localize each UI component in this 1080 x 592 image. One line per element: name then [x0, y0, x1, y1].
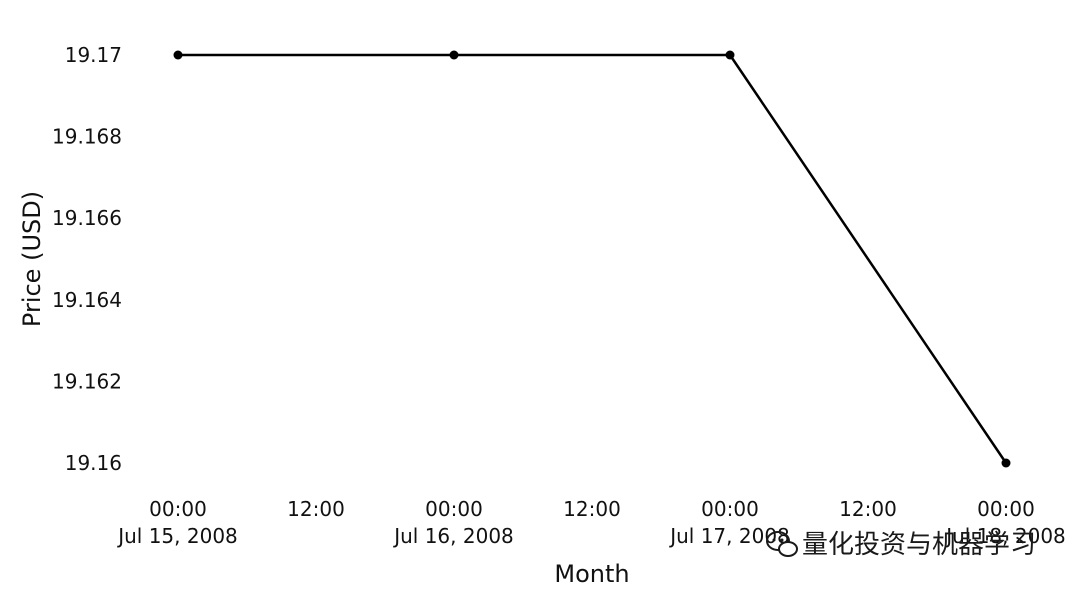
data-point	[173, 50, 183, 60]
x-tick-time: 12:00	[563, 497, 621, 521]
watermark: 量化投资与机器学习	[766, 530, 1036, 560]
x-tick-time: 00:00	[425, 497, 483, 521]
y-tick-label: 19.16	[65, 451, 122, 475]
x-tick-time: 00:00	[149, 497, 207, 521]
wechat-icon	[766, 531, 798, 557]
x-tick-time: 00:00	[977, 497, 1035, 521]
series-line	[178, 53, 1008, 464]
x-tick-date: Jul 17, 2008	[668, 524, 790, 548]
x-axis-title: Month	[554, 560, 629, 588]
data-point	[1001, 458, 1011, 468]
y-tick-label: 19.166	[52, 206, 122, 230]
x-tick-date: Jul 18, 2008	[944, 524, 1066, 548]
x-tick-date: Jul 15, 2008	[116, 524, 238, 548]
y-tick-label: 19.164	[52, 288, 122, 312]
x-tick-time: 12:00	[287, 497, 345, 521]
y-axis-ticks: 19.17 19.168 19.166 19.164 19.162 19.16	[52, 43, 122, 475]
x-tick-date: Jul 16, 2008	[392, 524, 514, 548]
data-point	[449, 50, 459, 60]
y-tick-label: 19.168	[52, 125, 122, 149]
x-tick-time: 00:00	[701, 497, 759, 521]
y-axis-title: Price (USD)	[18, 191, 46, 327]
x-axis-ticks: 00:00 Jul 15, 2008 12:00 00:00 Jul 16, 2008 1…	[116, 497, 1066, 548]
series-group	[173, 50, 1011, 468]
y-tick-label: 19.17	[65, 43, 122, 67]
x-tick-time: 12:00	[839, 497, 897, 521]
data-point	[725, 50, 735, 60]
y-tick-label: 19.162	[52, 369, 122, 393]
watermark-text: 量化投资与机器学习	[802, 530, 1036, 560]
